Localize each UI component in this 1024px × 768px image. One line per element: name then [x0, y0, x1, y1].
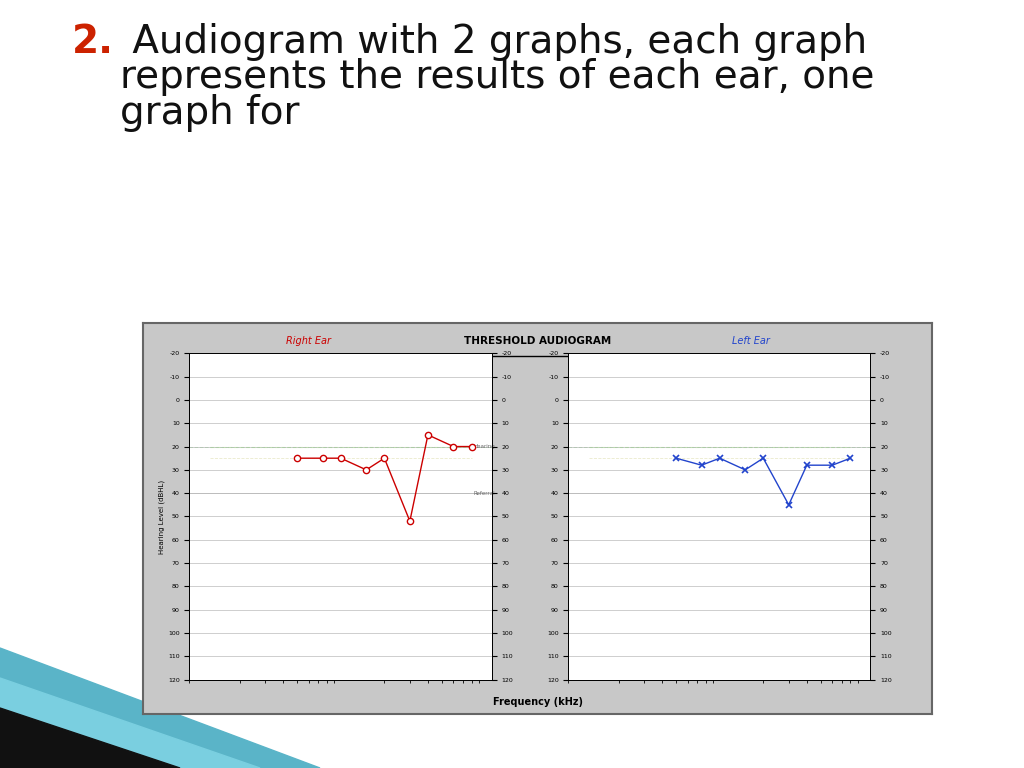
Text: Referral: Referral	[473, 491, 495, 495]
Text: Left Ear: Left Ear	[731, 336, 769, 346]
Text: represents the results of each ear, one: represents the results of each ear, one	[120, 58, 874, 95]
Text: Hearing: Hearing	[473, 444, 495, 449]
Text: Audiogram with 2 graphs, each graph: Audiogram with 2 graphs, each graph	[120, 23, 867, 61]
Text: THRESHOLD AUDIOGRAM: THRESHOLD AUDIOGRAM	[464, 336, 611, 346]
Polygon shape	[0, 708, 180, 768]
Polygon shape	[0, 678, 260, 768]
Text: Right Ear: Right Ear	[287, 336, 332, 346]
Text: graph for: graph for	[120, 94, 311, 131]
Text: Frequency (kHz): Frequency (kHz)	[493, 697, 583, 707]
Y-axis label: Hearing Level (dBHL): Hearing Level (dBHL)	[159, 479, 165, 554]
Polygon shape	[0, 648, 319, 768]
Text: 2.: 2.	[72, 23, 114, 61]
